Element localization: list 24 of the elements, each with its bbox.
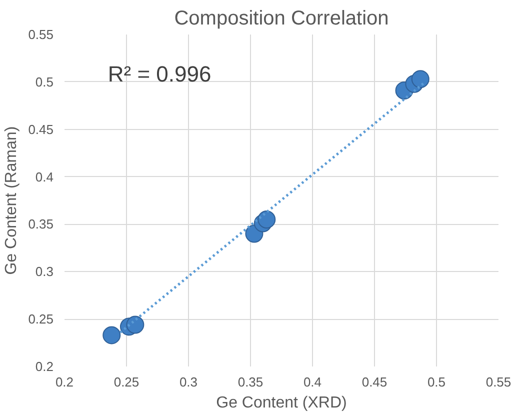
y-tick-label: 0.25 — [28, 312, 54, 327]
y-tick-label: 0.4 — [35, 169, 54, 184]
point — [411, 70, 430, 88]
x-tick-label: 0.45 — [362, 374, 388, 390]
point — [126, 316, 144, 334]
x-tick-label: 0.3 — [179, 374, 198, 390]
x-tick-label: 0.25 — [114, 374, 140, 390]
y-tick-label: 0.2 — [35, 359, 54, 374]
x-tick-label: 0.55 — [486, 374, 512, 390]
point — [102, 326, 121, 344]
x-axis-title: Ge Content (XRD) — [216, 394, 347, 412]
annotation: R² = 0.996 — [108, 62, 212, 87]
y-tick-label: 0.55 — [28, 27, 54, 42]
x-tick-label: 0.2 — [55, 374, 74, 390]
y-tick-label: 0.3 — [35, 264, 54, 280]
y-axis-title: Ge Content (Raman) — [3, 126, 20, 275]
y-tick-label: 0.45 — [28, 122, 54, 137]
x-tick-label: 0.5 — [427, 374, 446, 390]
chart-title: Composition Correlation — [174, 8, 389, 30]
y-tick-label: 0.5 — [35, 74, 54, 90]
x-tick-label: 0.35 — [238, 374, 264, 390]
point — [258, 210, 276, 228]
y-tick-label: 0.35 — [28, 216, 54, 232]
x-tick-label: 0.4 — [303, 374, 322, 390]
